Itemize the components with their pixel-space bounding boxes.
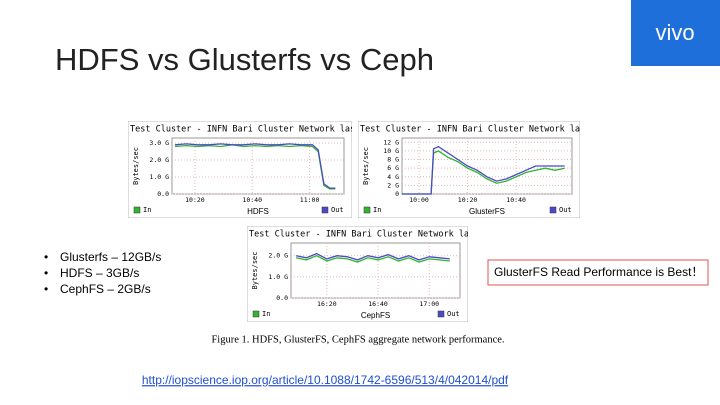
- x-tick-label: 16:20: [317, 300, 337, 308]
- callout: GlusterFS Read Performance is Best！: [494, 265, 703, 279]
- x-tick-label: 10:40: [242, 196, 262, 204]
- y-tick-label: 3.0 G: [149, 139, 169, 147]
- series-line: [295, 252, 450, 261]
- bullet: Glusterfs – 12GB/s: [60, 250, 161, 264]
- x-tick-label: 17:00: [419, 300, 439, 308]
- logo: vivo: [655, 20, 694, 45]
- bullet: HDFS – 3GB/s: [60, 266, 139, 280]
- y-tick-label: 2.0 G: [149, 156, 169, 164]
- y-tick-label: 0.0: [276, 294, 288, 302]
- chart: Test Cluster - INFN Bari Cluster Network…: [128, 121, 386, 218]
- bullet-dot: •: [44, 250, 48, 264]
- x-tick-label: 10:40: [506, 196, 526, 204]
- legend-label: In: [262, 310, 270, 318]
- series-line: [174, 143, 336, 189]
- y-axis-label: Bytes/sec: [362, 147, 370, 185]
- x-axis-label: CephFS: [361, 311, 390, 320]
- y-tick-label: 10 G: [383, 147, 399, 155]
- x-axis-label: HDFS: [247, 207, 269, 216]
- y-tick-label: 0: [395, 190, 399, 198]
- y-tick-label: 6 G: [387, 164, 399, 172]
- chart: Test Cluster - INFN Bari Cluster Network…: [247, 226, 505, 322]
- y-axis-label: Bytes/sec: [132, 147, 140, 185]
- y-tick-label: 1.0 G: [149, 173, 169, 181]
- legend-label: Out: [559, 206, 572, 214]
- logo-box: [631, 0, 720, 66]
- legend-swatch: [363, 206, 371, 214]
- legend-swatch: [437, 310, 445, 318]
- legend-swatch: [252, 310, 260, 318]
- y-tick-label: 2 G: [387, 181, 399, 189]
- chart-title: Test Cluster - INFN Bari Cluster Network…: [249, 230, 505, 240]
- x-tick-label: 16:40: [368, 300, 388, 308]
- series-line: [295, 254, 450, 263]
- legend-label: Out: [331, 206, 344, 214]
- bullet: CephFS – 2GB/s: [60, 282, 151, 296]
- bullet-list: • Glusterfs – 12GB/s • HDFS – 3GB/s • Ce…: [44, 250, 161, 296]
- y-tick-label: 1.0 G: [268, 273, 288, 281]
- legend-swatch: [133, 206, 141, 214]
- legend-swatch: [549, 206, 557, 214]
- y-tick-label: 0.0: [157, 190, 169, 198]
- y-tick-label: 8 G: [387, 156, 399, 164]
- x-tick-label: 10:20: [185, 196, 205, 204]
- legend-label: Out: [447, 310, 460, 318]
- figure-caption: Figure 1. HDFS, GlusterFS, CephFS aggreg…: [211, 334, 504, 345]
- chart: Test Cluster - INFN Bari Cluster Network…: [358, 121, 616, 218]
- legend-label: In: [373, 206, 381, 214]
- chart-title: Test Cluster - INFN Bari Cluster Network…: [360, 125, 616, 135]
- plot-area: [290, 242, 461, 299]
- callout-box: [487, 259, 709, 286]
- link[interactable]: http://iopscience.iop.org/article/10.108…: [142, 373, 509, 387]
- legend-swatch: [321, 206, 329, 214]
- x-tick-label: 11:00: [300, 196, 320, 204]
- series-line: [402, 145, 565, 195]
- x-tick-label: 10:20: [458, 196, 478, 204]
- y-tick-label: 12 G: [383, 138, 399, 146]
- y-tick-label: 2.0 G: [268, 252, 288, 260]
- bullet-dot: •: [44, 282, 48, 296]
- slide-title: HDFS vs Glusterfs vs Ceph: [55, 42, 434, 77]
- x-tick-label: 10:00: [409, 196, 429, 204]
- legend-label: In: [143, 206, 151, 214]
- y-axis-label: Bytes/sec: [251, 252, 259, 290]
- chart-title: Test Cluster - INFN Bari Cluster Network…: [130, 125, 386, 135]
- bullet-dot: •: [44, 266, 48, 280]
- x-axis-label: GlusterFS: [469, 207, 505, 216]
- y-tick-label: 4 G: [387, 173, 399, 181]
